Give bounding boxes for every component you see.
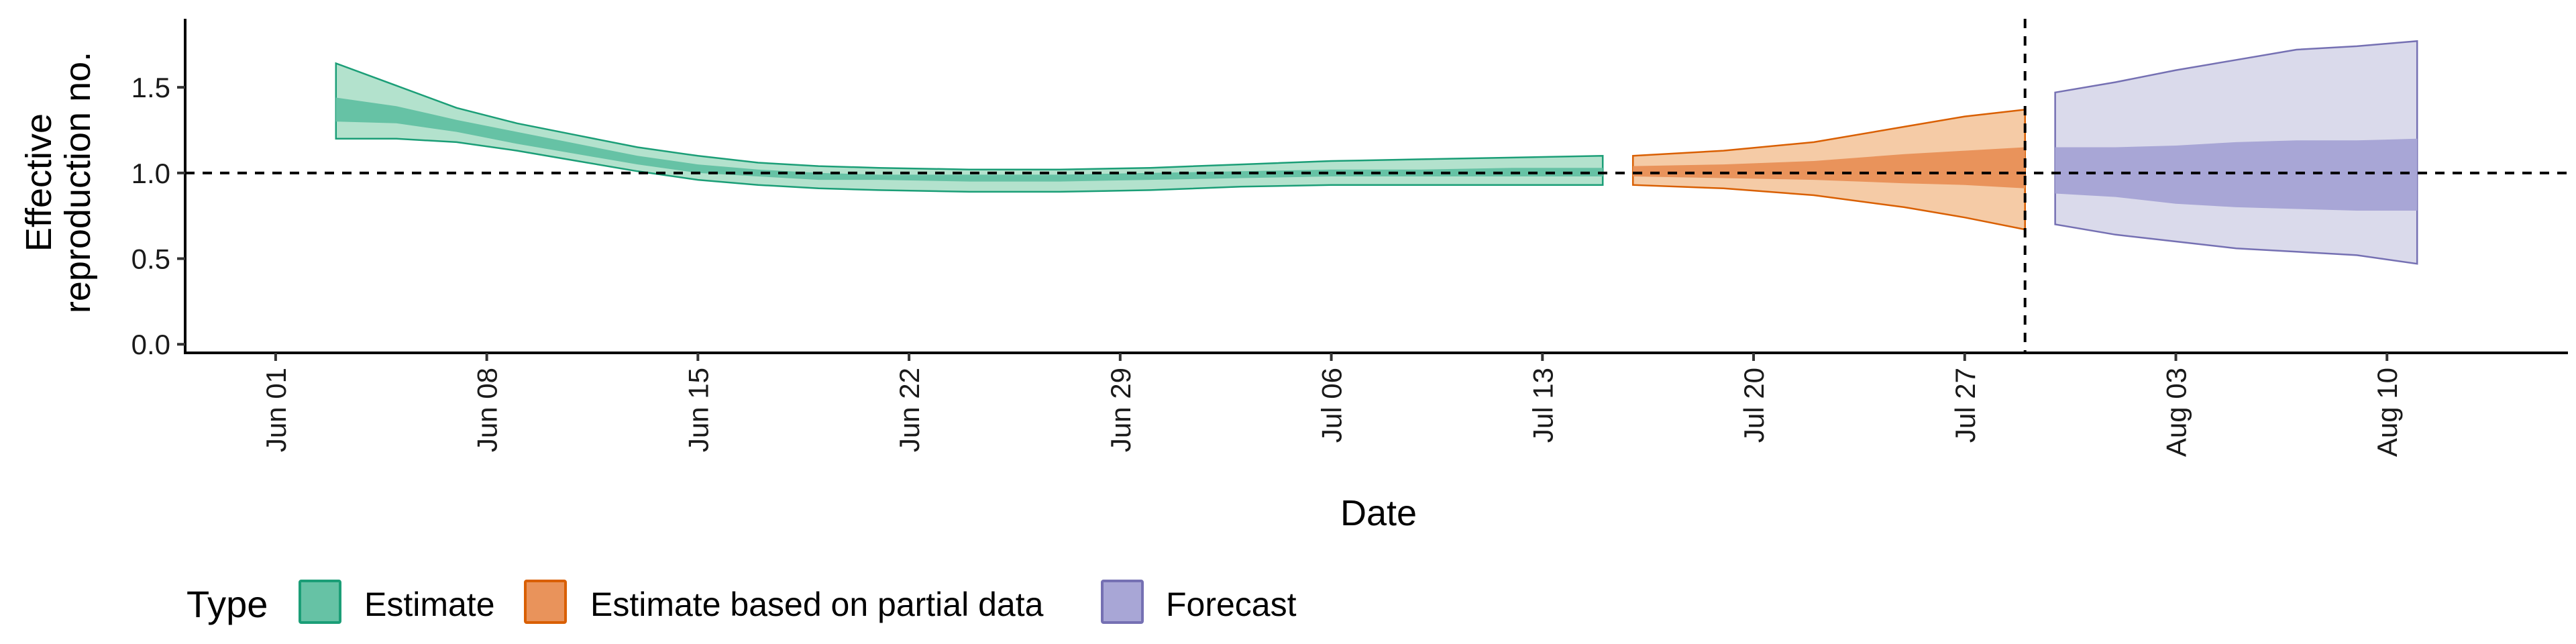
x-tick-label: Jul 13 [1527, 368, 1558, 443]
legend-label-forecast: Forecast [1166, 586, 1297, 623]
legend-key-estimate [299, 580, 341, 624]
band-50-estimate [335, 97, 1603, 182]
legend-key-partial [524, 580, 567, 624]
x-axis-title: Date [1340, 493, 1417, 533]
x-tick-label: Aug 10 [2371, 368, 2403, 457]
legend-label-estimate: Estimate [364, 586, 495, 623]
legend: Type Estimate Estimate based on partial … [186, 580, 1297, 625]
reference-lines [185, 19, 2568, 353]
y-tick-label: 0.0 [131, 329, 170, 360]
x-tick-label: Jun 01 [260, 368, 292, 452]
band-50-forecast [2055, 138, 2418, 211]
legend-title: Type [186, 583, 268, 625]
y-tick-label: 1.5 [131, 72, 170, 103]
axes [184, 19, 2568, 354]
y-axis-title-line-1: Effective [19, 113, 59, 252]
x-tick-label: Jun 29 [1105, 368, 1136, 452]
x-tick-label: Jul 27 [1949, 368, 1981, 443]
x-tick-label: Jul 20 [1738, 368, 1770, 443]
legend-label-partial: Estimate based on partial data [590, 586, 1044, 623]
x-tick-label: Jul 06 [1316, 368, 1348, 443]
x-tick-label: Aug 03 [2161, 368, 2192, 457]
y-axis-title-line-2: reproduction no. [58, 52, 98, 313]
band-50-estimate-based-on-partial-data [1633, 147, 2025, 189]
y-tick-label: 0.5 [131, 244, 170, 275]
x-tick-label: Jun 08 [472, 368, 503, 452]
x-tick-label: Jun 15 [682, 368, 714, 452]
uncertainty-bands [335, 40, 2418, 265]
ticks: 0.0 0.5 1.0 1.5 Jun 01 Jun 08 Jun 15 Jun 22 Jun … [131, 72, 2404, 457]
legend-key-forecast [1101, 580, 1144, 624]
y-axis-title: Effective reproduction no. [19, 52, 98, 313]
y-tick-label: 1.0 [131, 158, 170, 189]
x-tick-label: Jun 22 [894, 368, 925, 452]
